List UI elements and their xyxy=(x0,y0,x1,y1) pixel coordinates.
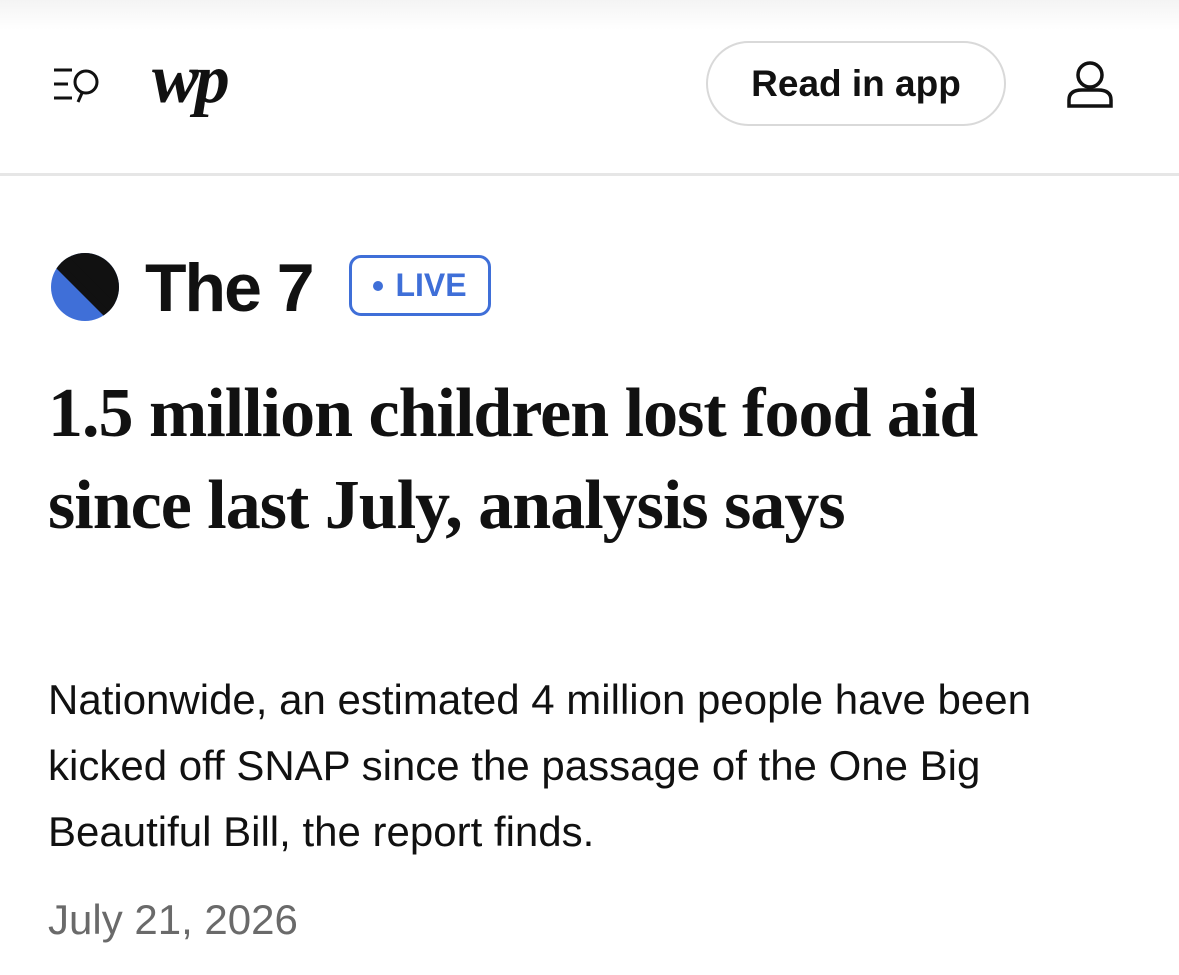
badge-text: LIVE xyxy=(395,267,467,303)
summary: Nationwide, an estimated 4 million peopl… xyxy=(48,676,1031,855)
section-icon xyxy=(51,253,119,321)
headline[interactable]: 1.5 million children lost food aid since… xyxy=(48,375,978,544)
logo[interactable]: wp xyxy=(152,41,230,118)
date: July 21, 2026 xyxy=(48,896,298,943)
top-bar: wp Read in app xyxy=(0,0,1179,176)
account-icon[interactable] xyxy=(1064,60,1116,112)
live-badge: LIVE xyxy=(349,255,491,316)
section-name[interactable]: The 7 xyxy=(145,250,315,326)
read-in-app-button[interactable]: Read in app xyxy=(706,41,1006,126)
menu-search-icon[interactable] xyxy=(52,66,104,106)
live-dot xyxy=(373,280,384,291)
